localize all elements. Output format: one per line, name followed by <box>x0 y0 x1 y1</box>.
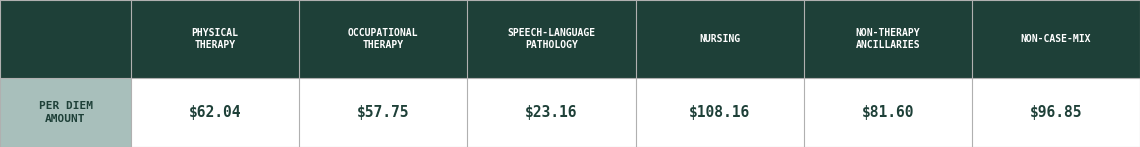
Text: NON-CASE-MIX: NON-CASE-MIX <box>1020 34 1091 44</box>
Text: PER DIEM
AMOUNT: PER DIEM AMOUNT <box>39 101 92 124</box>
Text: OCCUPATIONAL
THERAPY: OCCUPATIONAL THERAPY <box>348 27 418 50</box>
Bar <box>0 0 131 78</box>
Text: SPEECH-LANGUAGE
PATHOLOGY: SPEECH-LANGUAGE PATHOLOGY <box>507 27 595 50</box>
Text: $96.85: $96.85 <box>1029 105 1082 120</box>
Bar <box>804 0 971 78</box>
Text: $108.16: $108.16 <box>689 105 750 120</box>
Bar <box>131 78 299 147</box>
Bar <box>467 0 636 78</box>
Text: PHYSICAL
THERAPY: PHYSICAL THERAPY <box>192 27 238 50</box>
Bar <box>131 0 299 78</box>
Bar <box>299 78 467 147</box>
Text: $81.60: $81.60 <box>862 105 914 120</box>
Bar <box>804 78 971 147</box>
Bar <box>636 0 804 78</box>
Bar <box>636 78 804 147</box>
Bar <box>299 0 467 78</box>
Bar <box>467 78 636 147</box>
Bar <box>971 0 1140 78</box>
Text: $23.16: $23.16 <box>526 105 578 120</box>
Text: $57.75: $57.75 <box>357 105 409 120</box>
Bar <box>971 78 1140 147</box>
Text: $62.04: $62.04 <box>189 105 242 120</box>
Bar <box>0 78 131 147</box>
Text: NURSING: NURSING <box>699 34 740 44</box>
Text: NON-THERAPY
ANCILLARIES: NON-THERAPY ANCILLARIES <box>855 27 920 50</box>
